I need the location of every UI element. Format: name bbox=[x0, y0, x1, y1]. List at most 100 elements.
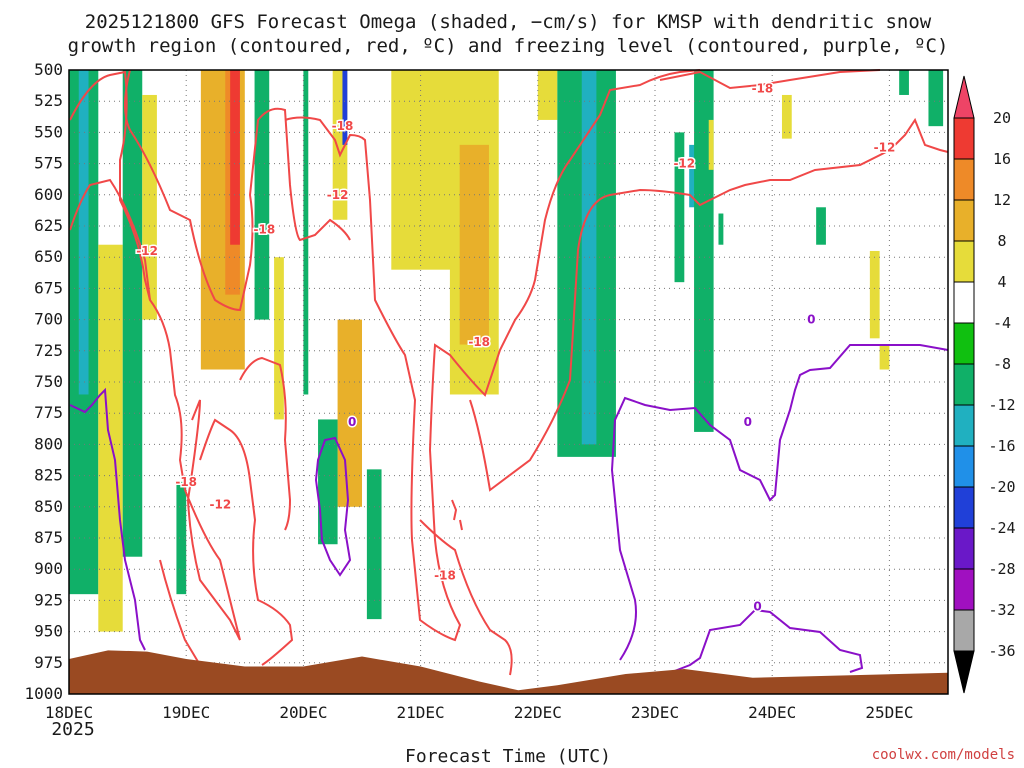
omega-patch bbox=[708, 119, 714, 170]
colorbar-label: 16 bbox=[993, 150, 1011, 168]
colorbar-swatch bbox=[953, 117, 975, 160]
x-tick-label: 24DEC bbox=[748, 703, 796, 722]
dendritic-contour-label: -12 bbox=[327, 188, 349, 202]
freezing-contour-line bbox=[314, 436, 352, 577]
freezing-contour-label: 0 bbox=[348, 415, 356, 429]
colorbar-swatch bbox=[953, 363, 975, 406]
omega-patch bbox=[176, 481, 187, 595]
y-tick-label: 550 bbox=[34, 122, 63, 141]
y-tick-label: 875 bbox=[34, 528, 63, 547]
y-tick-label: 1000 bbox=[24, 684, 63, 703]
y-tick-label: 650 bbox=[34, 247, 63, 266]
omega-patch bbox=[230, 70, 240, 245]
y-tick-label: 800 bbox=[34, 434, 63, 453]
omega-shading bbox=[69, 70, 944, 632]
colorbar-label: -4 bbox=[993, 314, 1011, 332]
dendritic-contour-line bbox=[124, 69, 351, 312]
colorbar-swatch bbox=[953, 609, 975, 652]
colorbar-min-arrow bbox=[953, 650, 975, 694]
dendritic-contour-label: -12 bbox=[673, 157, 695, 171]
y-tick-label: 675 bbox=[34, 278, 63, 297]
y-tick-label: 750 bbox=[34, 372, 63, 391]
omega-patch bbox=[78, 70, 89, 395]
y-tick-label: 900 bbox=[34, 559, 63, 578]
dendritic-contour-label: -18 bbox=[253, 223, 275, 237]
y-tick-label: 625 bbox=[34, 216, 63, 235]
x-axis-title: Forecast Time (UTC) bbox=[405, 746, 611, 767]
colorbar-label: -16 bbox=[988, 437, 1015, 455]
omega-patch bbox=[928, 70, 944, 127]
omega-patch bbox=[816, 207, 826, 245]
dendritic-contour-label: -12 bbox=[210, 497, 232, 511]
plot-area: -18 -12 -18 -12 -18 -18 -12 -18 -18 -12 -12 0 0 0 0 bbox=[68, 69, 949, 695]
colorbar-label: 20 bbox=[993, 109, 1011, 127]
freezing-contour-line bbox=[610, 344, 949, 661]
x-axis-ticks: 18DEC 19DEC 20DEC 21DEC 22DEC 23DEC 24DEC 25DEC bbox=[45, 703, 914, 722]
x-tick-label: 23DEC bbox=[631, 703, 679, 722]
dendritic-contour-line bbox=[239, 356, 292, 531]
colorbar-swatch bbox=[953, 527, 975, 570]
x-year-label: 2025 bbox=[51, 719, 94, 740]
dendritic-contour-line bbox=[69, 178, 151, 301]
y-tick-label: 700 bbox=[34, 310, 63, 329]
freezing-contour-label: 0 bbox=[744, 415, 752, 429]
site-credit: coolwx.com/models bbox=[872, 747, 1015, 763]
colorbar-swatch bbox=[953, 281, 975, 324]
dendritic-contour-label: -18 bbox=[175, 475, 197, 489]
omega-patch bbox=[391, 70, 460, 270]
freezing-contour-label: 0 bbox=[807, 313, 815, 327]
colorbar-label: -12 bbox=[988, 396, 1015, 414]
omega-patch bbox=[254, 70, 270, 320]
y-tick-label: 525 bbox=[34, 91, 63, 110]
colorbar-swatch bbox=[953, 445, 975, 488]
colorbar-swatch bbox=[953, 199, 975, 242]
y-tick-label: 825 bbox=[34, 466, 63, 485]
dendritic-contour-label: -18 bbox=[752, 82, 774, 96]
y-tick-label: 500 bbox=[34, 60, 63, 79]
omega-patch bbox=[899, 70, 909, 95]
colorbar-swatch bbox=[953, 240, 975, 283]
dendritic-contour-label: -18 bbox=[434, 568, 456, 582]
y-tick-label: 975 bbox=[34, 653, 63, 672]
colorbar-swatch bbox=[953, 404, 975, 447]
y-tick-label: 725 bbox=[34, 341, 63, 360]
omega-patch bbox=[869, 250, 880, 339]
colorbar-label: -20 bbox=[988, 478, 1015, 496]
dendritic-contour-line bbox=[199, 418, 294, 666]
colorbar-max-arrow bbox=[953, 75, 975, 119]
dendritic-contour-line bbox=[469, 117, 949, 492]
dendritic-contour-line bbox=[159, 559, 201, 666]
x-tick-label: 19DEC bbox=[162, 703, 210, 722]
dendritic-contour-label: -18 bbox=[332, 119, 354, 133]
colorbar-label: -24 bbox=[988, 519, 1015, 537]
colorbar: 20 16 12 8 4 -4 -8 -12 -16 -20 -24 -28 -32 -36 bbox=[953, 75, 1016, 694]
omega-patch bbox=[318, 419, 338, 545]
contour-lines bbox=[69, 69, 949, 676]
dendritic-contour-line bbox=[419, 519, 513, 676]
colorbar-label: -8 bbox=[993, 355, 1011, 373]
dendritic-contour-label: -12 bbox=[136, 244, 158, 258]
y-tick-label: 925 bbox=[34, 590, 63, 609]
dendritic-contour-line bbox=[284, 69, 701, 642]
omega-patch bbox=[459, 144, 489, 345]
dendritic-contour-line bbox=[659, 69, 881, 90]
y-axis-ticks: 500 525 550 575 600 625 650 675 700 725 750 775 800 8… bbox=[24, 60, 63, 703]
y-tick-label: 775 bbox=[34, 403, 63, 422]
colorbar-label: 8 bbox=[997, 232, 1006, 250]
omega-patch bbox=[342, 70, 348, 145]
omega-patch bbox=[718, 213, 724, 245]
contour-labels: -18 -12 -18 -12 -18 -18 -12 -18 -18 -12 -12 0 0 0 0 bbox=[135, 80, 897, 615]
y-tick-label: 575 bbox=[34, 154, 63, 173]
freezing-contour-line bbox=[671, 608, 864, 673]
colorbar-swatch bbox=[953, 568, 975, 611]
y-tick-label: 850 bbox=[34, 497, 63, 516]
freezing-contour-label: 0 bbox=[753, 600, 761, 614]
omega-patch bbox=[274, 257, 284, 420]
chart-title-line-1: 2025121800 GFS Forecast Omega (shaded, −… bbox=[85, 11, 932, 33]
y-tick-label: 600 bbox=[34, 185, 63, 204]
x-tick-label: 25DEC bbox=[865, 703, 913, 722]
colorbar-swatch bbox=[953, 322, 975, 365]
omega-patch bbox=[879, 344, 890, 370]
colorbar-label: 4 bbox=[997, 273, 1006, 291]
omega-patch bbox=[122, 70, 143, 557]
